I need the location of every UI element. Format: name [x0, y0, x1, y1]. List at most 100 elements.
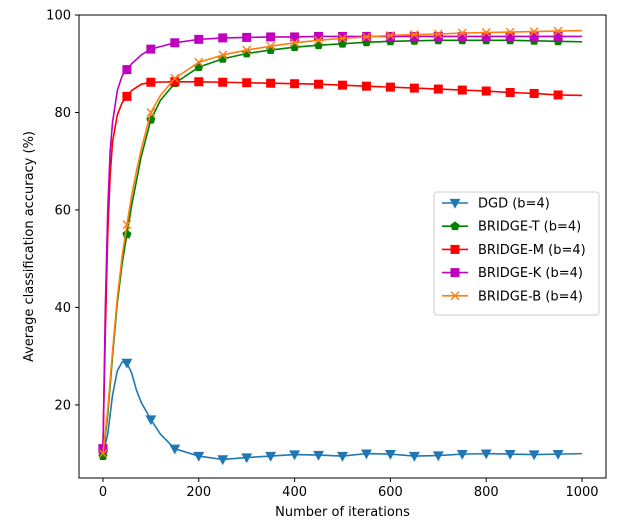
- data-point-bridge-m-b-4: [266, 78, 276, 88]
- data-point-dgd-b-4: [456, 449, 468, 460]
- data-point-dgd-b-4: [169, 444, 181, 455]
- x-axis-title: Number of iterations: [275, 505, 410, 520]
- data-point-bridge-k-b-4: [553, 31, 563, 41]
- legend: DGD (b=4) BRIDGE-T (b=4) BRIDGE-M (b=4) BRI…: [433, 191, 600, 316]
- legend-label: BRIDGE-K (b=4): [478, 266, 583, 281]
- plot-frame: [78, 14, 607, 479]
- data-point-dgd-b-4: [121, 358, 133, 369]
- data-point-dgd-b-4: [265, 451, 277, 462]
- legend-label: BRIDGE-B (b=4): [478, 289, 583, 304]
- data-point-bridge-b-b-4: [529, 27, 539, 37]
- data-point-bridge-b-b-4: [361, 32, 371, 42]
- data-point-bridge-k-b-4: [242, 32, 252, 42]
- series-bridge-b-b-4: [98, 26, 583, 459]
- x-tick-label: 400: [282, 485, 307, 500]
- x-axis-ticks: 0 200 400 600 800 1000: [99, 478, 599, 500]
- data-point-dgd-b-4: [552, 449, 564, 460]
- data-point-bridge-b-b-4: [266, 41, 276, 51]
- series-bridge-m-b-4: [98, 77, 583, 454]
- data-point-bridge-k-b-4: [409, 31, 419, 41]
- data-point-bridge-m-b-4: [314, 79, 324, 89]
- data-point-dgd-b-4: [384, 449, 396, 460]
- data-point-bridge-b-b-4: [409, 29, 419, 39]
- data-point-bridge-b-b-4: [194, 57, 204, 67]
- data-point-dgd-b-4: [313, 450, 324, 461]
- data-point-bridge-k-b-4: [266, 32, 276, 42]
- y-tick-label: 20: [54, 398, 71, 413]
- data-point-dgd-b-4: [193, 451, 205, 462]
- data-point-bridge-b-b-4: [338, 33, 347, 43]
- y-axis-title: Average classification accuracy (%): [22, 131, 37, 362]
- data-point-bridge-b-b-4: [553, 26, 563, 36]
- y-tick-label: 100: [46, 9, 71, 24]
- legend-label: DGD (b=4): [478, 197, 550, 212]
- data-point-dgd-b-4: [528, 450, 540, 461]
- x-tick-label: 200: [186, 485, 211, 500]
- data-point-dgd-b-4: [337, 451, 348, 462]
- legend-label: BRIDGE-M (b=4): [478, 243, 586, 258]
- legend-item-bridge-m-b-4: BRIDGE-M (b=4): [442, 243, 586, 258]
- data-point-bridge-m-b-4: [242, 78, 252, 88]
- data-point-bridge-b-b-4: [146, 107, 156, 117]
- data-point-dgd-b-4: [408, 451, 420, 462]
- data-point-bridge-m-b-4: [122, 91, 132, 101]
- data-point-bridge-b-b-4: [170, 73, 180, 83]
- legend-item-bridge-b-b-4: BRIDGE-B (b=4): [442, 289, 583, 304]
- data-point-bridge-k-b-4: [218, 33, 228, 43]
- data-point-bridge-k-b-4: [433, 31, 443, 41]
- data-point-bridge-k-b-4: [290, 32, 300, 42]
- y-axis-ticks: 20 40 60 80 100: [46, 9, 79, 413]
- data-point-bridge-b-b-4: [481, 28, 491, 38]
- data-point-bridge-b-b-4: [457, 28, 467, 38]
- data-point-bridge-k-b-4: [481, 31, 491, 41]
- data-point-bridge-b-b-4: [218, 50, 228, 60]
- data-point-bridge-m-b-4: [290, 79, 300, 89]
- data-point-dgd-b-4: [361, 449, 372, 460]
- data-point-bridge-k-b-4: [194, 34, 204, 44]
- data-point-bridge-b-b-4: [290, 38, 300, 48]
- data-point-bridge-k-b-4: [170, 38, 180, 48]
- data-point-bridge-b-b-4: [385, 30, 395, 40]
- data-point-bridge-k-b-4: [314, 31, 324, 41]
- data-point-bridge-m-b-4: [505, 87, 515, 97]
- data-point-bridge-k-b-4: [338, 31, 347, 41]
- data-point-bridge-m-b-4: [361, 81, 371, 91]
- data-point-dgd-b-4: [241, 453, 253, 464]
- y-tick-label: 60: [54, 203, 71, 218]
- x-tick-label: 1000: [565, 485, 598, 500]
- series-layer: [97, 26, 583, 466]
- data-point-bridge-m-b-4: [433, 84, 443, 94]
- data-point-dgd-b-4: [504, 449, 516, 460]
- data-point-bridge-b-b-4: [122, 220, 132, 230]
- legend-item-dgd-b-4: DGD (b=4): [442, 197, 550, 212]
- x-tick-label: 800: [474, 485, 499, 500]
- data-point-bridge-m-b-4: [529, 88, 539, 98]
- data-point-bridge-m-b-4: [409, 83, 419, 93]
- y-tick-label: 40: [54, 301, 71, 316]
- y-tick-label: 80: [54, 106, 71, 121]
- data-point-bridge-t-b-4: [98, 451, 108, 460]
- data-point-bridge-m-b-4: [194, 77, 204, 87]
- data-point-bridge-m-b-4: [457, 85, 467, 95]
- data-point-bridge-k-b-4: [505, 31, 515, 41]
- data-point-bridge-m-b-4: [218, 77, 228, 87]
- data-point-bridge-b-b-4: [314, 35, 324, 45]
- data-point-bridge-b-b-4: [505, 27, 515, 37]
- data-point-bridge-m-b-4: [385, 82, 395, 92]
- data-point-bridge-b-b-4: [242, 45, 252, 55]
- legend-swatch-marker: [449, 198, 461, 209]
- legend-swatch-marker: [450, 268, 460, 278]
- legend-item-bridge-k-b-4: BRIDGE-K (b=4): [442, 266, 583, 281]
- legend-swatch-marker: [450, 244, 460, 254]
- data-point-dgd-b-4: [432, 451, 444, 462]
- data-point-bridge-k-b-4: [146, 44, 156, 54]
- data-point-bridge-m-b-4: [146, 77, 156, 87]
- data-point-bridge-m-b-4: [553, 90, 563, 100]
- x-tick-label: 0: [99, 485, 107, 500]
- legend-swatch-marker: [450, 221, 460, 231]
- data-point-dgd-b-4: [289, 450, 301, 461]
- data-point-bridge-k-b-4: [122, 65, 132, 75]
- legend-item-bridge-t-b-4: BRIDGE-T (b=4): [442, 220, 581, 235]
- x-tick-label: 600: [378, 485, 403, 500]
